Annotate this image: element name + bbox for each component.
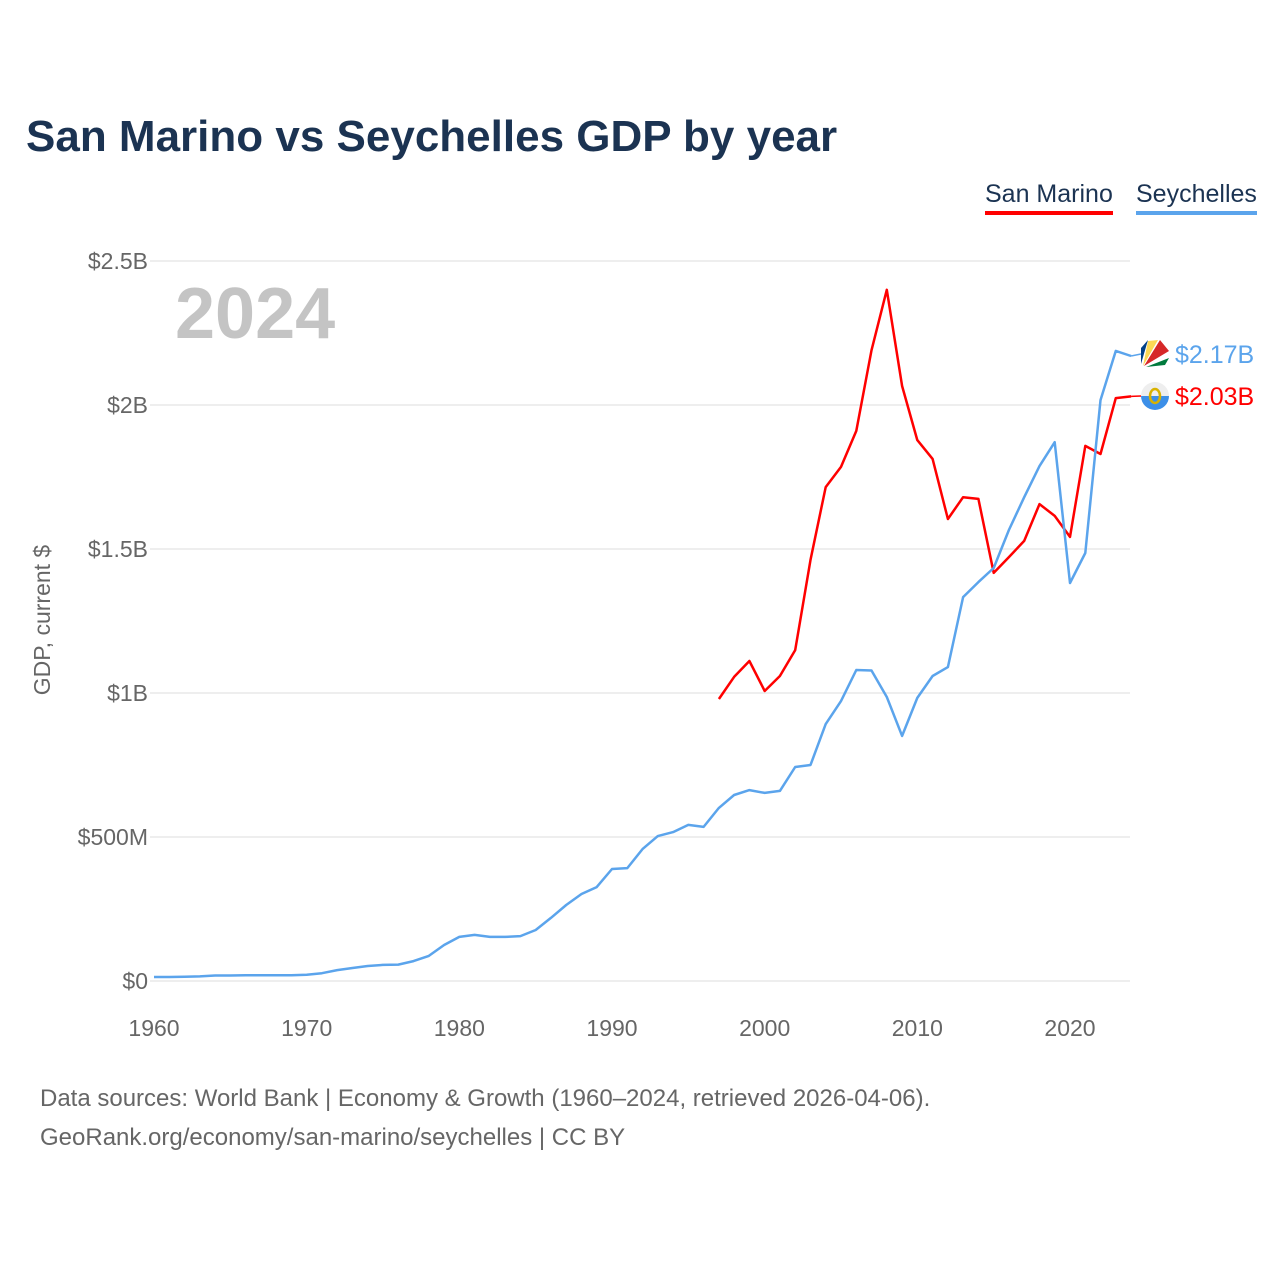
- x-tick-label: 2020: [1044, 1015, 1095, 1041]
- chart-title: San Marino vs Seychelles GDP by year: [26, 112, 838, 161]
- flag-stripe: [1143, 340, 1158, 366]
- seychelles-flag-icon: [1141, 340, 1169, 368]
- legend-san-marino[interactable]: San Marino: [985, 180, 1113, 215]
- flag-stripe: [1146, 358, 1169, 367]
- end-connector: [1130, 353, 1142, 357]
- x-tick-label: 1960: [128, 1015, 179, 1041]
- y-tick-label: $2B: [107, 392, 148, 418]
- footer-sources: Data sources: World Bank | Economy & Gro…: [40, 1085, 931, 1112]
- x-tick-label: 1970: [281, 1015, 332, 1041]
- end-value-label: $2.03B: [1175, 383, 1254, 411]
- flag-emblem: [1148, 387, 1162, 405]
- san-marino-flag-icon: [1141, 382, 1169, 410]
- y-tick-label: $0: [122, 968, 148, 994]
- series-line-seychelles: [154, 349, 1132, 979]
- x-tick-label: 2010: [892, 1015, 943, 1041]
- series-line-san-marino: [717, 288, 1132, 700]
- footer-url[interactable]: GeoRank.org/economy/san-marino/seychelle…: [40, 1124, 626, 1151]
- y-tick-label: $1.5B: [88, 536, 148, 562]
- y-tick-label: $2.5B: [88, 248, 148, 274]
- flag-stripe: [1144, 340, 1169, 366]
- x-tick-label: 1980: [434, 1015, 485, 1041]
- flag-stripe: [1141, 340, 1148, 364]
- y-tick-label: $1B: [107, 680, 148, 706]
- x-tick-label: 1990: [586, 1015, 637, 1041]
- y-tick-label: $500M: [78, 824, 148, 850]
- y-axis-label: GDP, current $: [29, 545, 55, 696]
- x-tick-label: 2000: [739, 1015, 790, 1041]
- end-value-label: $2.17B: [1175, 341, 1254, 369]
- legend-seychelles[interactable]: Seychelles: [1136, 180, 1257, 215]
- year-label: 2024: [175, 274, 335, 354]
